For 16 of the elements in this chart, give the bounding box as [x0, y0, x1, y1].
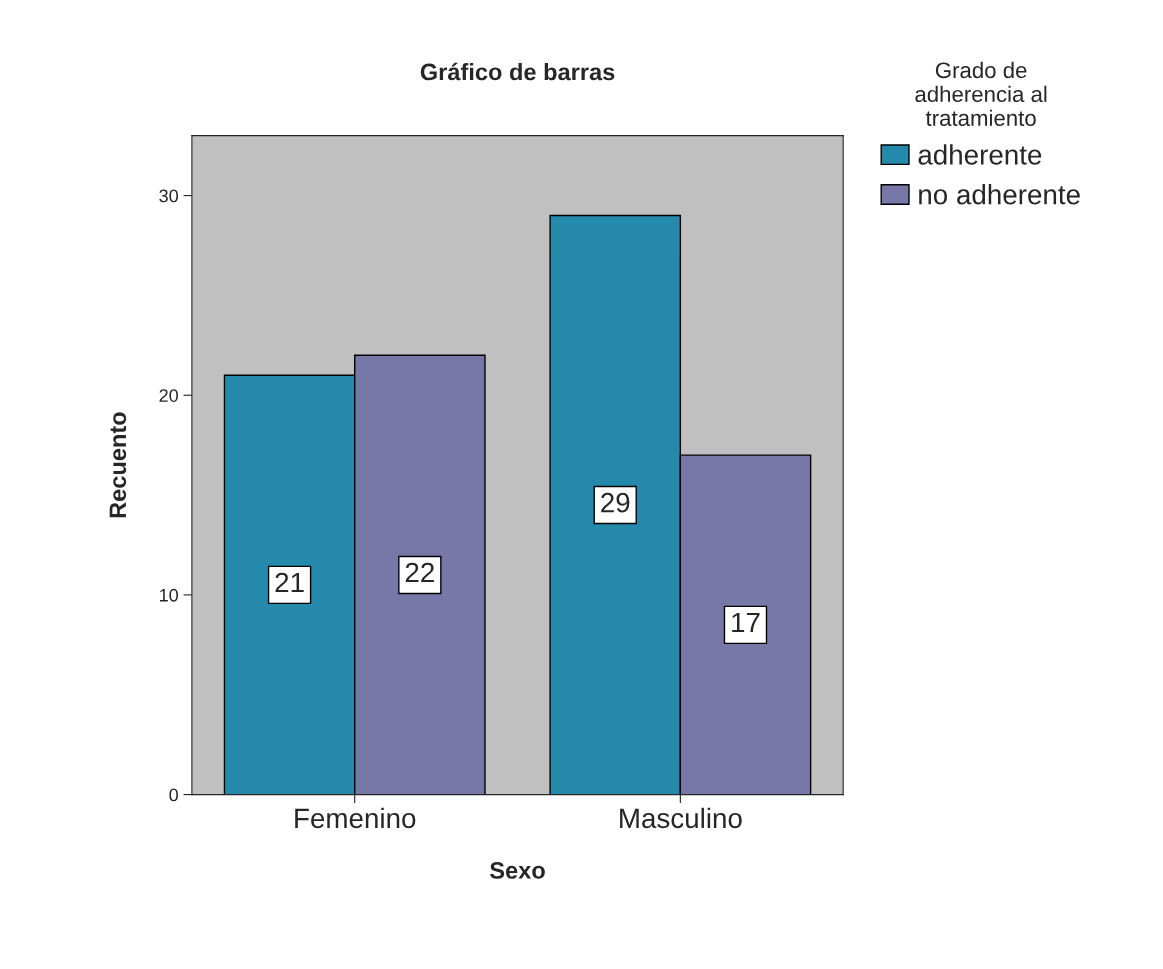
x-tick-label: Masculino — [620, 807, 742, 829]
legend-title: Grado de adherencia al tratamiento — [915, 61, 1047, 127]
data-label: 21 — [275, 572, 304, 593]
y-tick-label: 0 — [169, 788, 178, 802]
data-label: 29 — [601, 492, 630, 513]
x-axis-title: Sexo — [490, 862, 545, 879]
x-tick-label: Femenino — [295, 807, 416, 829]
y-tick-label: 10 — [160, 588, 178, 602]
chart-title: Gráfico de barras — [420, 62, 615, 81]
y-tick-label: 30 — [159, 189, 178, 203]
data-label: 17 — [732, 612, 760, 633]
y-axis-title: Recuento — [109, 412, 127, 518]
data-label: 22 — [405, 562, 434, 583]
legend-label: no adherente — [919, 184, 1080, 205]
legend-label: adherente — [918, 144, 1042, 165]
y-tick-label: 20 — [159, 389, 178, 402]
